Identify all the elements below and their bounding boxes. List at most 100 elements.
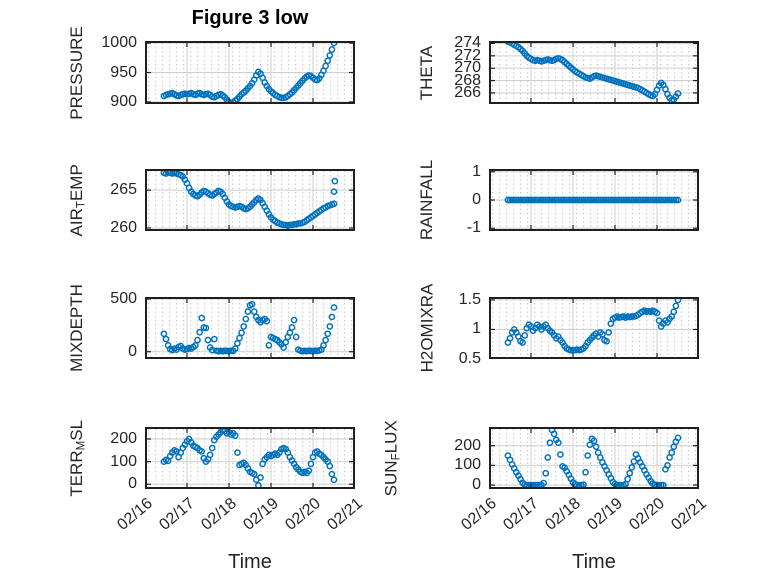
air-temp-plot-area (145, 169, 355, 231)
data-marker (282, 338, 290, 346)
data-marker (257, 474, 264, 481)
data-marker (305, 467, 313, 475)
data-marker (265, 342, 273, 349)
terr-msl-plot-area (145, 427, 355, 489)
data-marker (322, 62, 329, 70)
subplot-terr-msl: TERRMSL 0 100 200 02/16 02/17 02/18 02/19 02/20… (66, 419, 366, 534)
data-marker (330, 200, 338, 208)
data-marker (590, 437, 598, 445)
subplot-pressure: PRESSURE 900 950 1000 (67, 26, 355, 119)
data-marker (624, 475, 631, 483)
data-marker (162, 335, 170, 343)
data-marker (240, 323, 248, 330)
data-marker (242, 315, 250, 323)
y-tick-label: 266 (454, 83, 481, 101)
y-tick-label: 1.5 (458, 290, 481, 308)
data-marker (326, 52, 334, 59)
sun-flux-plot-area (489, 427, 699, 489)
data-marker (655, 317, 663, 324)
data-marker (653, 309, 661, 317)
data-marker (263, 317, 271, 325)
data-marker (238, 329, 245, 337)
y-tick-label: 268 (454, 71, 481, 89)
data-marker (202, 324, 210, 332)
data-marker (320, 342, 327, 349)
data-marker (328, 470, 336, 478)
y-tick-label: 200 (110, 429, 137, 447)
data-marker (206, 451, 214, 459)
data-marker (198, 314, 206, 322)
data-marker (322, 336, 329, 344)
y-tick-label: 0 (472, 476, 481, 494)
y-tick-label: 100 (110, 452, 137, 470)
y-tick-label: 100 (454, 456, 481, 474)
data-marker (546, 439, 554, 447)
data-marker (584, 452, 592, 459)
theta-plot-area (489, 41, 699, 104)
data-marker (234, 449, 241, 456)
data-marker (290, 316, 298, 324)
y-tick-label: 1 (472, 320, 481, 338)
data-marker (250, 308, 258, 316)
data-marker (328, 313, 336, 321)
y-tick-label: 1000 (101, 34, 137, 52)
y-tick-label: -1 (466, 219, 481, 237)
data-marker (208, 444, 216, 452)
data-marker (198, 448, 206, 455)
data-marker (231, 432, 239, 439)
data-marker (582, 468, 589, 476)
data-marker (550, 430, 558, 438)
data-marker (544, 454, 552, 461)
data-marker (324, 330, 332, 338)
data-marker (326, 323, 334, 330)
subplot-mixdepth: MIXDEPTH 0 500 (67, 284, 355, 372)
subplot-air-temp: AIRTEMP 260 265 (67, 164, 355, 236)
data-marker (280, 344, 287, 351)
data-marker (331, 177, 339, 185)
subplot-rainfall: RAINFALL -1 0 1 (417, 160, 699, 240)
data-marker (248, 300, 256, 308)
subplot-theta: THETA 266 268 270 272 274 (417, 34, 699, 104)
data-marker (250, 470, 258, 478)
data-marker (670, 308, 678, 316)
data-marker (292, 333, 300, 341)
data-marker (540, 479, 547, 487)
data-marker (204, 336, 212, 344)
data-marker (592, 443, 600, 451)
data-marker (231, 345, 239, 352)
data-marker (234, 339, 241, 347)
data-marker (236, 334, 243, 342)
data-marker (330, 41, 338, 47)
data-marker (330, 304, 338, 311)
data-marker (668, 449, 676, 456)
data-marker (557, 451, 564, 458)
y-tick-label: 0 (128, 475, 137, 493)
data-marker (628, 463, 636, 471)
subplot-h2omixra: H2OMIXRA 0.5 1 1.5 (417, 284, 699, 372)
data-marker (674, 90, 682, 97)
y-tick-label: 0.5 (458, 350, 481, 367)
data-marker (326, 462, 334, 470)
data-marker (160, 330, 168, 338)
x-axis-label-time-left: Time (228, 551, 272, 573)
data-marker (586, 441, 594, 449)
data-marker (210, 335, 218, 343)
data-marker (506, 334, 514, 342)
y-tick-label: 0 (472, 191, 481, 208)
y-tick-label: 265 (110, 181, 137, 199)
y-tick-label: 900 (110, 92, 137, 110)
data-marker (674, 196, 682, 204)
y-tick-label: 0 (128, 342, 137, 360)
figure-title: Figure 3 low (191, 7, 309, 29)
y-tick-label: 272 (454, 46, 481, 64)
data-marker (521, 332, 529, 339)
data-marker (519, 339, 526, 346)
y-tick-label: 500 (110, 290, 137, 308)
data-marker (672, 302, 680, 310)
data-marker (244, 308, 252, 316)
x-axis-label-time-right: Time (572, 551, 616, 573)
data-marker (196, 328, 203, 336)
data-marker (307, 460, 315, 468)
data-marker (328, 46, 336, 53)
data-marker (603, 337, 610, 345)
